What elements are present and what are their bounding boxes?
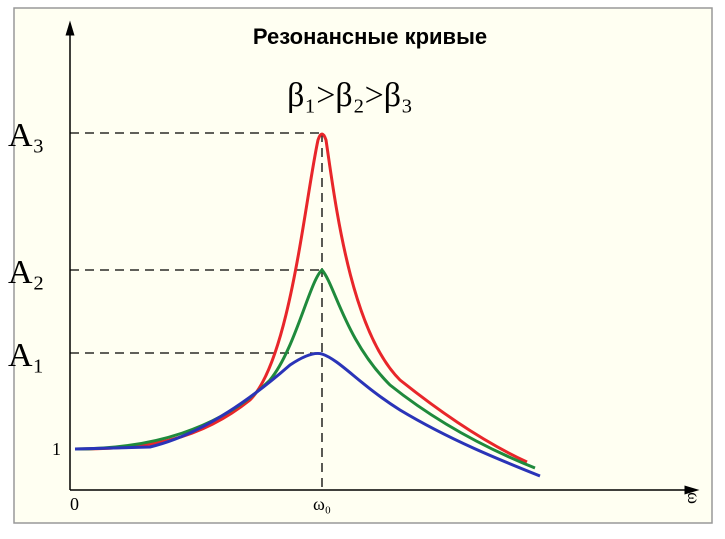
label-omega: ω — [684, 492, 704, 504]
condition: β₁>β₂>β₃ — [287, 77, 413, 114]
curve-blue — [74, 351, 541, 478]
curve-red — [74, 132, 528, 464]
label-a2: A₂ — [8, 254, 44, 291]
label-omega0: ω₀ — [313, 494, 331, 514]
label-origin: 0 — [70, 494, 79, 514]
label-a3: A₃ — [8, 117, 44, 154]
title: Резонансные кривые — [253, 24, 487, 49]
label-a1: A₁ — [8, 337, 44, 374]
frame — [13, 7, 713, 524]
label-one: 1 — [52, 439, 61, 459]
